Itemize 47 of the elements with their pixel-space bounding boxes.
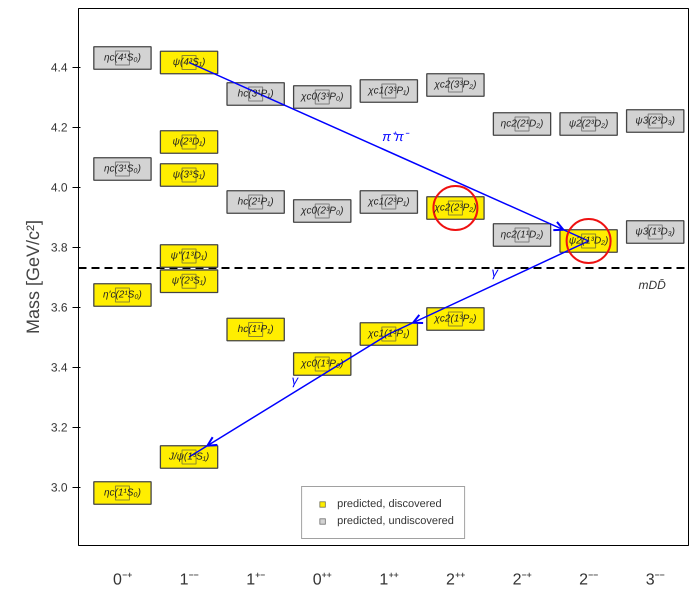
annotation: χc2(1³P₂) [433,314,476,324]
legend-label: predicted, discovered [337,498,442,510]
annotation: ηc2(2¹D₂) [500,118,544,130]
y-tick-label: 4.4 [50,60,68,74]
annotation: ηc2(1¹D₂) [500,230,544,240]
y-tick-label: 3.2 [50,420,68,434]
y-tick-label: 3.4 [50,360,68,374]
annotation: ψ3(2³D₃) [635,116,675,126]
annotation: χc1(2³P₁) [367,196,410,208]
annotation: ψ″(1³D₁) [170,250,208,262]
x-tick-label: 2⁺⁺ [446,572,465,588]
x-tick-label: 0⁺⁺ [312,572,332,588]
annotation: ψ2(2³D₂) [568,118,608,130]
x-tick-label: 1⁺⁺ [379,572,398,588]
ref-line-label: mDD̄ [638,278,666,292]
y-tick-label: 4.2 [50,120,68,134]
annotation: ψ(2³D₁) [172,136,206,148]
y-axis-title: Mass [GeV/c²] [22,220,43,334]
annotation: J/ψ(1³S₁) [168,452,210,462]
x-tick-label: 1⁻⁻ [180,572,199,588]
annotation: ψ(3³S₁) [172,170,206,180]
legend-label: predicted, undiscovered [337,515,454,527]
annotation: hc(2¹P₁) [238,196,274,208]
x-tick-label: 3⁻⁻ [646,572,665,588]
x-tick-label: 2⁻⁺ [512,572,532,588]
annotation: χc0(3³P₀) [300,92,344,102]
y-tick-label: 3.0 [50,480,68,494]
annotation: γ [292,372,300,388]
annotation: γ [491,264,500,280]
annotation: χc1(3³P₁) [367,86,410,96]
annotation: hc(1¹P₁) [238,324,274,335]
y-tick-label: 4.0 [50,180,68,194]
annotation: ηc(4¹S₀) [104,52,141,64]
annotation: ψ(4³S₁) [172,57,206,68]
x-tick-label: 1⁺⁻ [246,572,266,588]
annotation: η′c(2¹S₀) [103,290,142,300]
annotation: ηc(1¹S₀) [104,488,141,498]
annotation: ψ3(1³D₃) [635,226,675,238]
annotation: ψ′(2³S₁) [172,276,206,287]
annotation: χc2(3³P₂) [433,80,476,90]
annotation: χc0(2³P₀) [300,206,344,216]
annotation: ηc(3¹S₀) [104,164,141,174]
y-tick-label: 3.8 [50,240,68,254]
x-tick-label: 0⁻⁺ [113,572,132,588]
annotation: π⁺π⁻ [382,128,410,144]
y-tick-label: 3.6 [50,300,68,314]
x-tick-label: 2⁻⁻ [579,572,598,588]
